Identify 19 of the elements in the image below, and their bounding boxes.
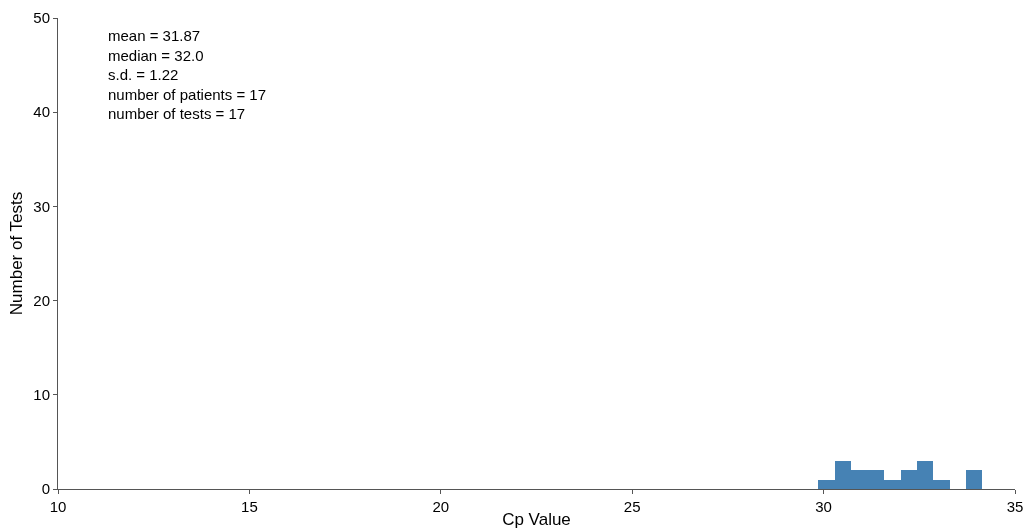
- x-tick-label: 30: [815, 498, 832, 515]
- y-tick-label: 0: [41, 480, 50, 498]
- x-tick-label: 25: [623, 498, 641, 515]
- x-axis-title: Cp Value: [502, 510, 571, 529]
- annotation: number of patients = 17: [108, 85, 267, 103]
- x-tick-label: 20: [432, 498, 450, 515]
- annotation: s.d. = 1.22: [108, 66, 179, 83]
- annotation: number of tests = 17: [108, 105, 246, 122]
- y-axis-title: Number of Tests: [6, 191, 26, 316]
- y-tick-label: 10: [33, 386, 50, 404]
- y-tick-label: 30: [33, 197, 50, 215]
- x-tick-label: 35: [1006, 498, 1024, 515]
- y-tick-label: 50: [33, 9, 50, 27]
- y-tick-label: 40: [33, 103, 50, 121]
- x-tick-label: 10: [49, 498, 67, 515]
- annotation: mean = 31.87: [108, 27, 201, 44]
- annotation: median = 32.0: [108, 46, 204, 64]
- x-tick-label: 15: [241, 498, 258, 515]
- y-tick-label: 20: [33, 291, 50, 309]
